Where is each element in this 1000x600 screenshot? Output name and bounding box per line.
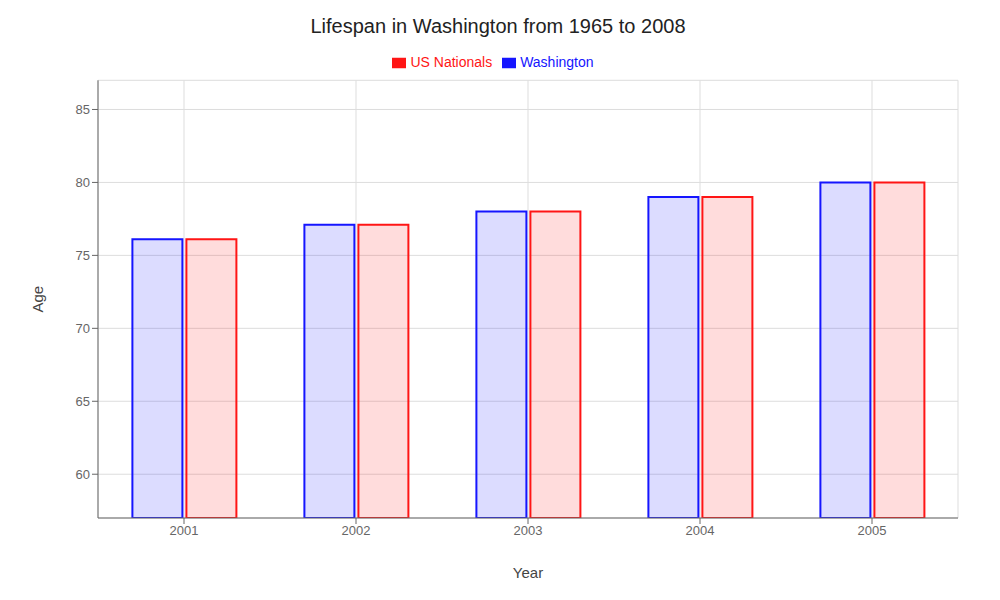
html-text:US Nationals: US Nationals xyxy=(410,54,493,70)
svg-text:2003: 2003 xyxy=(514,523,543,538)
svg-text:Age: Age xyxy=(29,286,46,313)
svg-text:85: 85 xyxy=(76,102,90,117)
svg-text:65: 65 xyxy=(76,394,90,409)
svg-text:70: 70 xyxy=(76,321,90,336)
html-text:Washington: Washington xyxy=(520,54,594,70)
svg-text:2001: 2001 xyxy=(170,523,199,538)
svg-text:2004: 2004 xyxy=(686,523,715,538)
svg-text:2002: 2002 xyxy=(342,523,371,538)
svg-text:Year: Year xyxy=(513,564,543,581)
svg-text:75: 75 xyxy=(76,248,90,263)
html-text:Lifespan in Washington from 19: Lifespan in Washington from 1965 to 2008 xyxy=(310,15,686,37)
svg-text:2005: 2005 xyxy=(858,523,887,538)
svg-text:60: 60 xyxy=(76,467,90,482)
svg-text:80: 80 xyxy=(76,175,90,190)
